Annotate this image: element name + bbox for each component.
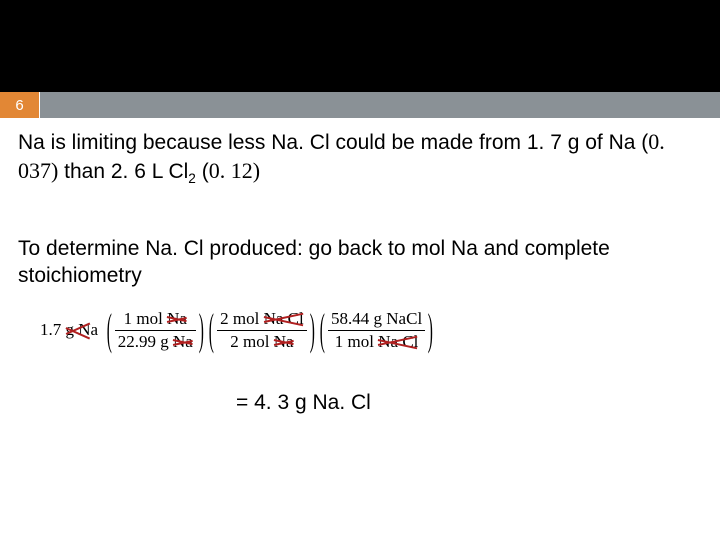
stoichiometry-equation: 1.7 g Na ( 1 mol Na 22.99 g Na ) ( xyxy=(40,308,702,353)
equation-lead: 1.7 g Na xyxy=(40,320,100,340)
fraction-1: ( 1 mol Na 22.99 g Na ) xyxy=(108,308,202,353)
page-number: 6 xyxy=(0,92,40,118)
header-bar: 6 xyxy=(0,92,720,118)
lead-unit: Na xyxy=(78,320,98,339)
paren-right-icon: ) xyxy=(309,308,314,353)
cancel-unit: Na Cl xyxy=(264,309,304,329)
paragraph-1: Na is limiting because less Na. Cl could… xyxy=(18,128,702,186)
cancel-unit: Na xyxy=(167,309,187,329)
para1-part-d: ( xyxy=(196,160,209,183)
denominator: 2 mol Na xyxy=(227,331,296,353)
unit-text: Na Cl xyxy=(378,332,418,351)
numerator: 1 mol Na xyxy=(121,308,190,330)
cancel-unit: Na xyxy=(173,332,193,352)
den-value: 2 mol xyxy=(230,332,269,351)
den-value: 22.99 g xyxy=(118,332,169,351)
den-value: 1 mol xyxy=(335,332,374,351)
denominator: 1 mol Na Cl xyxy=(332,331,422,353)
para1-part-a: Na is limiting because less Na. Cl could… xyxy=(18,131,648,154)
paren-left-icon: ( xyxy=(209,308,214,353)
unit-text: Na xyxy=(173,332,193,351)
fraction-2: ( 2 mol Na Cl 2 mol Na ) xyxy=(210,308,313,353)
numerator: 2 mol Na Cl xyxy=(217,308,307,330)
para1-subscript: 2 xyxy=(188,171,196,186)
numerator: 58.44 g NaCl xyxy=(328,308,425,330)
para1-part-c: than 2. 6 L Cl xyxy=(58,160,188,183)
paren-right-icon: ) xyxy=(428,308,433,353)
para1-part-e: 0. 12) xyxy=(209,158,260,183)
paren-left-icon: ( xyxy=(320,308,325,353)
top-black-band xyxy=(0,0,720,92)
num-value: 58.44 g xyxy=(331,309,382,328)
paren-right-icon: ) xyxy=(199,308,204,353)
cancel-unit: Na Cl xyxy=(378,332,418,352)
unit-text: Na xyxy=(274,332,294,351)
lead-value: 1.7 g xyxy=(40,320,74,339)
unit-text: Na xyxy=(167,309,187,328)
unit-text: Na Cl xyxy=(264,309,304,328)
fraction-3: ( 58.44 g NaCl 1 mol Na Cl ) xyxy=(321,308,431,353)
header-gray-bar xyxy=(40,92,720,118)
num-value: 2 mol xyxy=(220,309,259,328)
result-line: = 4. 3 g Na. Cl xyxy=(18,391,702,415)
denominator: 22.99 g Na xyxy=(115,331,196,353)
unit-text: NaCl xyxy=(386,309,422,328)
paragraph-2: To determine Na. Cl produced: go back to… xyxy=(18,236,702,290)
paren-left-icon: ( xyxy=(107,308,112,353)
slide-content: Na is limiting because less Na. Cl could… xyxy=(0,118,720,415)
num-value: 1 mol xyxy=(124,309,163,328)
cancel-unit: Na xyxy=(274,332,294,352)
